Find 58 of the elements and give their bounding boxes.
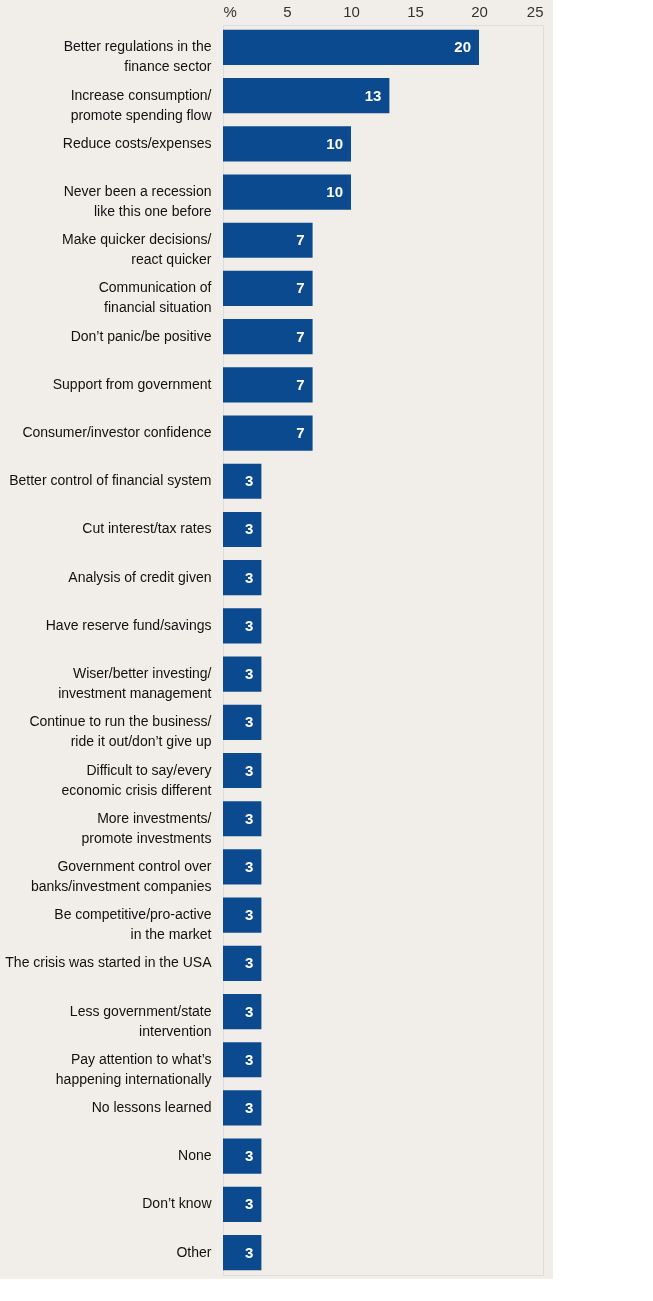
y-tick-label: Never been a recession like this one before — [63, 183, 212, 220]
data-label: 3 — [245, 568, 254, 586]
data-label: 3 — [245, 616, 254, 634]
y-tick-label: Wiser/better investing/ investment management — [58, 665, 212, 702]
data-label: 3 — [245, 713, 254, 731]
y-tick-label: Increase consumption/ promote spending flow — [70, 86, 213, 123]
y-tick-label: None — [178, 1147, 212, 1164]
y-tick-label: Support from government — [52, 375, 212, 392]
data-label: 3 — [245, 1147, 254, 1165]
data-label: 3 — [245, 1050, 254, 1068]
y-tick-label: Government control over banks/investment companies — [30, 857, 212, 894]
data-label: 3 — [245, 1002, 254, 1020]
data-label: 13 — [364, 86, 382, 104]
y-tick-label: Make quicker decisions/ react quicker — [62, 231, 212, 268]
y-tick-label: Analysis of credit given — [68, 568, 212, 585]
data-label: 20 — [454, 38, 471, 56]
y-tick-label: Be competitive/pro-active in the market — [54, 906, 212, 943]
x-tick-label: 10 — [343, 2, 360, 20]
y-tick-label: No lessons learned — [91, 1098, 212, 1115]
y-tick-label: Other — [176, 1243, 212, 1260]
x-tick-label: 5 — [283, 2, 292, 20]
y-tick-label: Don’t know — [142, 1195, 213, 1212]
y-tick-label: Better regulations in the finance sector — [63, 38, 212, 75]
y-tick-label: More investments/ promote investments — [81, 809, 212, 846]
data-label: 7 — [296, 279, 305, 297]
data-label: 3 — [245, 857, 254, 875]
y-tick-label: The crisis was started in the USA — [5, 954, 213, 971]
x-tick-label: 20 — [471, 2, 488, 20]
y-tick-label: Cut interest/tax rates — [82, 520, 212, 537]
x-tick-label: 15 — [407, 2, 424, 20]
y-tick-label: Communication of financial situation — [98, 279, 212, 316]
data-label: 3 — [245, 906, 254, 924]
data-label: 3 — [245, 954, 254, 972]
data-label: 10 — [326, 134, 343, 152]
data-label: 3 — [245, 472, 254, 490]
data-label: 3 — [245, 809, 254, 827]
x-tick-label: % — [223, 2, 237, 20]
y-tick-label: Continue to run the business/ ride it out/don’t give up — [29, 713, 212, 750]
y-tick-label: Reduce costs/expenses — [62, 134, 212, 151]
y-tick-label: Better control of financial system — [9, 472, 212, 489]
data-label: 7 — [296, 231, 305, 249]
data-label: 3 — [245, 1243, 254, 1261]
data-label: 10 — [326, 183, 343, 201]
data-label: 7 — [296, 375, 305, 393]
data-label: 3 — [245, 665, 254, 683]
y-tick-label: Less government/state intervention — [69, 1002, 212, 1039]
y-tick-label: Consumer/investor confidence — [22, 424, 212, 441]
data-label: 3 — [245, 761, 254, 779]
data-label: 7 — [296, 424, 305, 442]
data-label: 3 — [245, 1195, 254, 1213]
data-label: 3 — [245, 1098, 254, 1116]
x-tick-label: 25 — [526, 2, 544, 20]
y-tick-label: Difficult to say/every economic crisis different — [61, 761, 212, 798]
y-tick-label: Pay attention to what’s happening internationally — [55, 1050, 212, 1087]
y-tick-label: Don’t panic/be positive — [70, 327, 212, 344]
y-tick-label: Have reserve fund/savings — [45, 616, 212, 633]
data-label: 3 — [245, 520, 254, 538]
data-label: 7 — [296, 327, 305, 345]
